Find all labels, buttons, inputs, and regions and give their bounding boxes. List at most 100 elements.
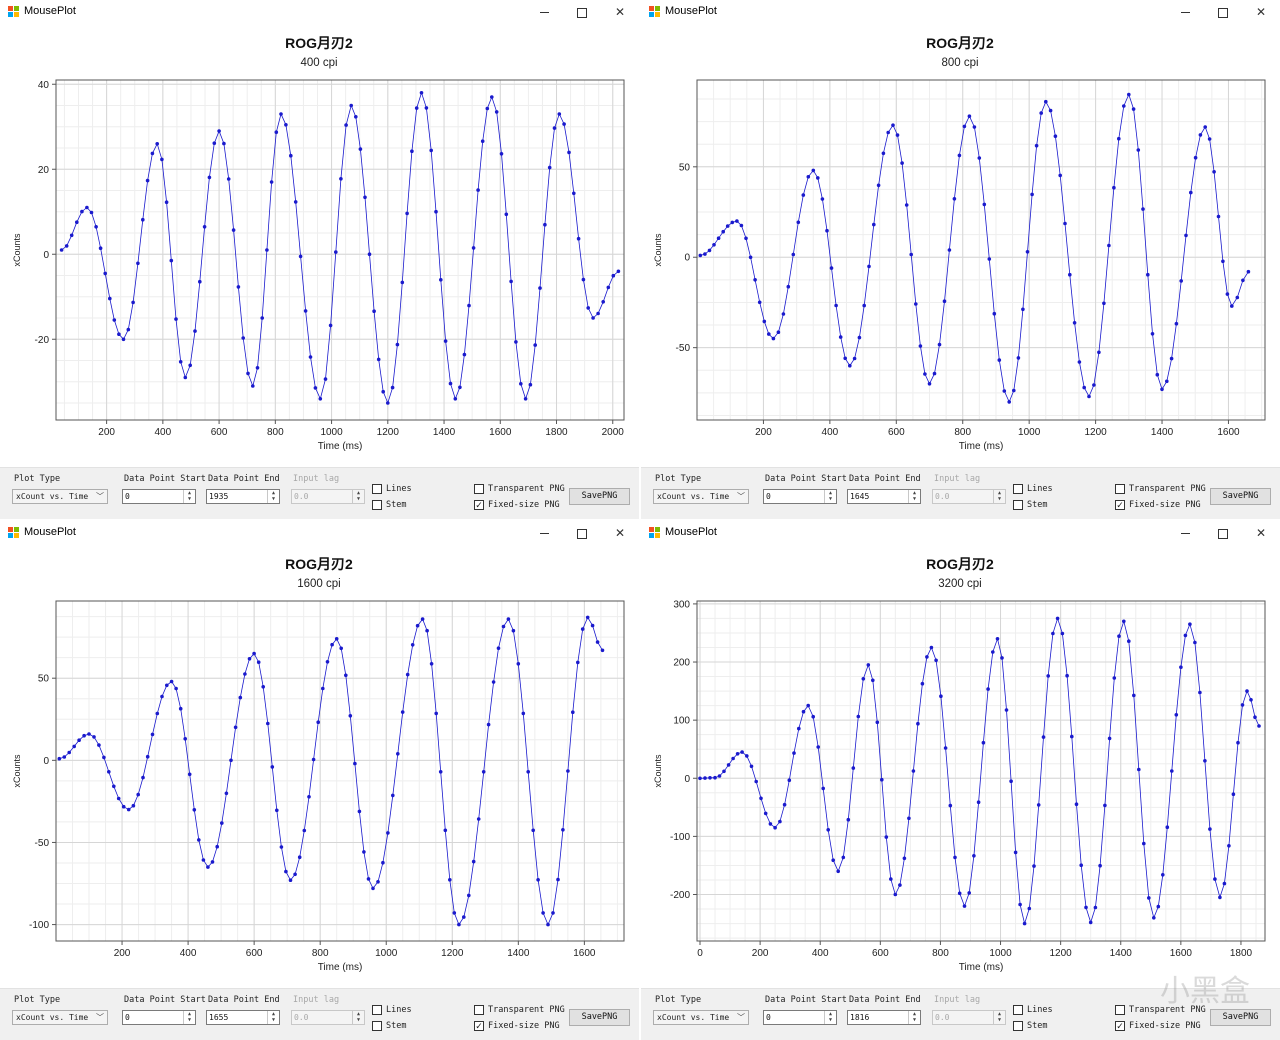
close-button[interactable]: ✕ (601, 521, 639, 545)
x-tick-label: 400 (822, 427, 839, 438)
input-lag-input[interactable]: 0.0 ▲ ▼ (291, 1010, 365, 1025)
x-tick-label: 1400 (507, 948, 530, 959)
stem-checkbox[interactable] (372, 1021, 382, 1031)
close-button[interactable]: ✕ (601, 0, 639, 24)
close-button[interactable]: ✕ (1242, 0, 1280, 24)
fixed-size-png-checkbox[interactable]: ✓ (474, 500, 484, 510)
transparent-png-checkbox[interactable] (1115, 484, 1125, 494)
close-icon: ✕ (614, 526, 626, 540)
save-png-button[interactable]: SavePNG (1210, 488, 1271, 505)
y-tick-label: 0 (684, 253, 690, 264)
lines-checkbox[interactable] (1013, 1005, 1023, 1015)
plot-type-label: Plot Type (655, 474, 702, 484)
title-bar[interactable]: MousePlot ✕ (0, 0, 639, 24)
stem-checkbox[interactable] (372, 500, 382, 510)
spinner-arrows-icon[interactable]: ▲ ▼ (824, 1011, 836, 1024)
input-lag-input[interactable]: 0.0 ▲ ▼ (932, 489, 1006, 504)
plot-area-frame (696, 600, 1266, 942)
maximize-button[interactable] (563, 521, 601, 545)
data-point-end-input[interactable]: 1645 ▲ ▼ (847, 489, 921, 504)
data-point-start-input[interactable]: 0 ▲ ▼ (763, 1010, 837, 1025)
minimize-button[interactable] (1166, 0, 1204, 24)
title-bar[interactable]: MousePlot ✕ (0, 521, 639, 545)
app-icon (649, 527, 660, 538)
spinner-arrows-icon[interactable]: ▲ ▼ (993, 490, 1005, 503)
plot-type-select[interactable]: xCount vs. Time ﹀ (653, 489, 749, 504)
data-point-end-input[interactable]: 1655 ▲ ▼ (206, 1010, 280, 1025)
input-lag-input[interactable]: 0.0 ▲ ▼ (291, 489, 365, 504)
input-lag-input[interactable]: 0.0 ▲ ▼ (932, 1010, 1006, 1025)
minimize-button[interactable] (1166, 521, 1204, 545)
data-point-end-input[interactable]: 1935 ▲ ▼ (206, 489, 280, 504)
data-point-end-label: Data Point End (849, 995, 921, 1005)
transparent-png-checkbox[interactable] (1115, 1005, 1125, 1015)
stem-checkbox[interactable] (1013, 500, 1023, 510)
spinner-arrows-icon[interactable]: ▲ ▼ (824, 490, 836, 503)
lines-checkbox[interactable] (1013, 484, 1023, 494)
fixed-size-png-checkbox[interactable]: ✓ (1115, 1021, 1125, 1031)
minimize-button[interactable] (525, 521, 563, 545)
plot-window-1: MousePlot ✕ ROG月刃2 400 cpi 200 400 600 800 1000 1… (0, 0, 639, 519)
x-tick-label: 800 (954, 427, 971, 438)
series-points (59, 91, 621, 405)
data-point-start-input-value: 0 (125, 492, 130, 501)
title-bar[interactable]: MousePlot ✕ (641, 521, 1280, 545)
y-tick-label: 200 (673, 658, 690, 669)
chart: ROG月刃2 800 cpi 200 400 600 800 1000 1200 1400 160… (653, 35, 1266, 452)
x-tick-label: 1800 (545, 427, 568, 438)
data-point-start-input[interactable]: 0 ▲ ▼ (122, 489, 196, 504)
fixed-size-png-checkbox[interactable]: ✓ (474, 1021, 484, 1031)
y-tick-label: 20 (38, 165, 50, 176)
spinner-arrows-icon[interactable]: ▲ ▼ (352, 1011, 364, 1024)
data-point-start-input[interactable]: 0 ▲ ▼ (763, 489, 837, 504)
chart-subtitle: 400 cpi (300, 57, 337, 69)
plot-type-value: xCount vs. Time (16, 1013, 89, 1022)
window-title: MousePlot (24, 5, 76, 17)
x-tick-label: 800 (312, 948, 329, 959)
minimize-icon (1180, 533, 1190, 535)
fixed-size-png-checkbox[interactable]: ✓ (1115, 500, 1125, 510)
spinner-arrows-icon[interactable]: ▲ ▼ (183, 1011, 195, 1024)
spinner-arrows-icon[interactable]: ▲ ▼ (267, 1011, 279, 1024)
plot-type-select[interactable]: xCount vs. Time ﹀ (12, 489, 108, 504)
title-bar[interactable]: MousePlot ✕ (641, 0, 1280, 24)
maximize-button[interactable] (1204, 521, 1242, 545)
maximize-button[interactable] (1204, 0, 1242, 24)
x-tick-label: 400 (180, 948, 197, 959)
data-point-start-input[interactable]: 0 ▲ ▼ (122, 1010, 196, 1025)
minimize-icon (539, 12, 549, 14)
transparent-png-checkbox[interactable] (474, 1005, 484, 1015)
maximize-button[interactable] (563, 0, 601, 24)
spinner-arrows-icon[interactable]: ▲ ▼ (993, 1011, 1005, 1024)
close-button[interactable]: ✕ (1242, 521, 1280, 545)
plot-type-label: Plot Type (14, 995, 61, 1005)
data-point-start-label: Data Point Start (765, 474, 847, 484)
save-png-button[interactable]: SavePNG (569, 1009, 630, 1026)
plot-type-select[interactable]: xCount vs. Time ﹀ (12, 1010, 108, 1025)
transparent-png-label: Transparent PNG (488, 484, 565, 494)
x-tick-label: 400 (812, 948, 829, 959)
plot-type-value: xCount vs. Time (657, 492, 730, 501)
spinner-arrows-icon[interactable]: ▲ ▼ (352, 490, 364, 503)
major-grid (56, 80, 624, 420)
spinner-arrows-icon[interactable]: ▲ ▼ (267, 490, 279, 503)
y-tick-label: 300 (673, 599, 690, 610)
transparent-png-checkbox[interactable] (474, 484, 484, 494)
save-png-button[interactable]: SavePNG (1210, 1009, 1271, 1026)
minimize-button[interactable] (525, 0, 563, 24)
data-point-end-input[interactable]: 1816 ▲ ▼ (847, 1010, 921, 1025)
x-tick-label: 200 (755, 427, 772, 438)
series-points (698, 616, 1261, 926)
x-tick-label: 1200 (377, 427, 400, 438)
lines-checkbox[interactable] (372, 484, 382, 494)
spinner-arrows-icon[interactable]: ▲ ▼ (908, 1011, 920, 1024)
chevron-down-icon: ﹀ (737, 492, 745, 501)
plot-type-select[interactable]: xCount vs. Time ﹀ (653, 1010, 749, 1025)
stem-checkbox[interactable] (1013, 1021, 1023, 1031)
save-png-button[interactable]: SavePNG (569, 488, 630, 505)
spinner-arrows-icon[interactable]: ▲ ▼ (908, 490, 920, 503)
lines-checkbox[interactable] (372, 1005, 382, 1015)
spinner-arrows-icon[interactable]: ▲ ▼ (183, 490, 195, 503)
control-panel: Plot Type Data Point Start Data Point End I… (641, 467, 1280, 519)
